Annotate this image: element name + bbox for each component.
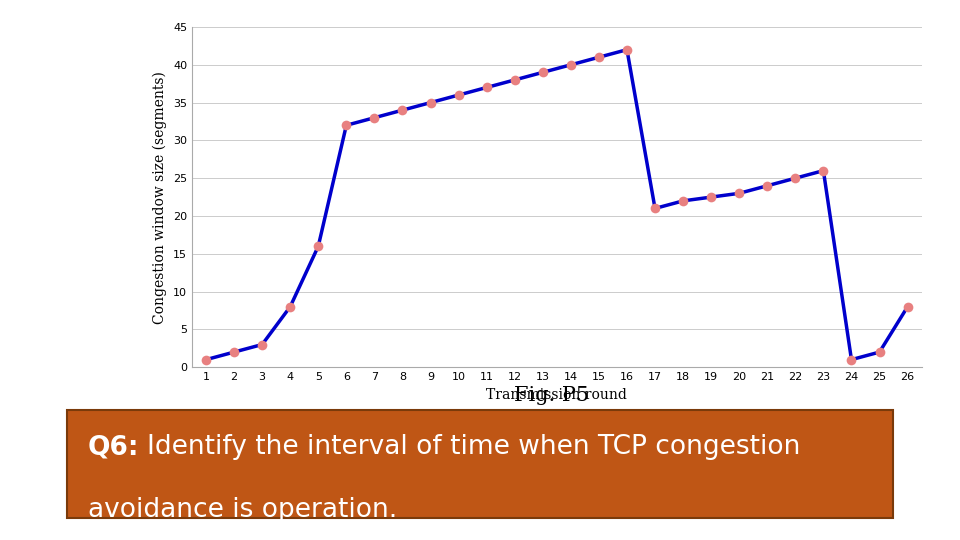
Text: Q6:: Q6: [88,434,139,460]
X-axis label: Transmission round: Transmission round [487,388,627,402]
Text: Identify the interval of time when TCP congestion: Identify the interval of time when TCP c… [147,434,801,460]
FancyBboxPatch shape [67,410,893,518]
Y-axis label: Congestion window size (segments): Congestion window size (segments) [153,71,167,323]
Text: Fig. P5: Fig. P5 [515,386,589,405]
Text: avoidance is operation.: avoidance is operation. [88,497,397,523]
